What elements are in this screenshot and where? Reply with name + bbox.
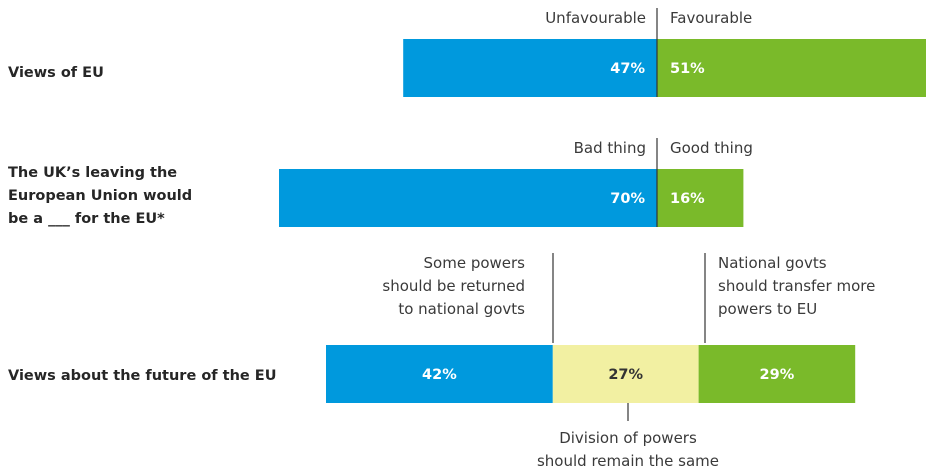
- value-label-future-powers-returned: 42%: [422, 367, 457, 383]
- annotation-transfer-to-eu-line-2: should transfer more: [718, 277, 875, 295]
- annotation-transfer-to-eu-line-1: National govts: [718, 254, 827, 272]
- value-label-views-of-eu-unfavourable: 47%: [610, 61, 645, 77]
- value-label-views-of-eu-favourable: 51%: [670, 61, 705, 77]
- bar-views-of-eu-favourable: [657, 39, 926, 97]
- row-label-uk-leaving-line-1: The UK’s leaving the: [8, 165, 177, 181]
- row-label-views-of-eu: Views of EU: [8, 65, 104, 81]
- value-label-uk-leaving-bad-thing: 70%: [610, 191, 645, 207]
- row-uk-leaving: The UK’s leaving the European Union woul…: [8, 138, 753, 227]
- bar-uk-leaving-good-thing: [657, 169, 744, 227]
- value-label-future-transfer-to-eu: 29%: [760, 367, 795, 383]
- annotation-remain-same-line-1: Division of powers: [559, 429, 697, 447]
- row-label-uk-leaving-line-3: be a ___ for the EU*: [8, 211, 165, 227]
- bar-views-of-eu-unfavourable: [403, 39, 657, 97]
- row-views-of-eu: Views of EU Unfavourable Favourable 47% …: [8, 8, 926, 97]
- header-good-thing: Good thing: [670, 139, 753, 157]
- bar-uk-leaving-bad-thing: [279, 169, 657, 227]
- row-label-uk-leaving-line-2: European Union would: [8, 188, 192, 204]
- value-label-future-remain-same: 27%: [608, 367, 643, 383]
- header-bad-thing: Bad thing: [574, 139, 646, 157]
- bar-future-transfer-to-eu: [698, 345, 856, 403]
- bar-future-remain-same: [552, 345, 699, 403]
- annotation-powers-returned-line-1: Some powers: [424, 254, 526, 272]
- annotation-transfer-to-eu-line-3: powers to EU: [718, 300, 817, 318]
- header-unfavourable: Unfavourable: [545, 9, 646, 27]
- value-label-uk-leaving-good-thing: 16%: [670, 191, 705, 207]
- annotation-powers-returned-line-2: should be returned: [382, 277, 525, 295]
- row-future-of-eu: Views about the future of the EU Some po…: [8, 253, 875, 470]
- bar-future-powers-returned: [326, 345, 553, 403]
- annotation-remain-same-line-2: should remain the same: [537, 452, 719, 470]
- row-label-future-of-eu: Views about the future of the EU: [8, 368, 276, 384]
- header-favourable: Favourable: [670, 9, 752, 27]
- annotation-powers-returned-line-3: to national govts: [398, 300, 525, 318]
